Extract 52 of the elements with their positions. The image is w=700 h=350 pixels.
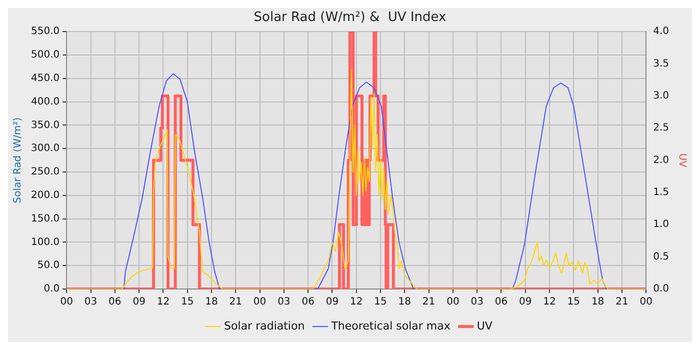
legend-label: Solar radiation: [224, 319, 305, 332]
x-tick-label: 09: [519, 296, 532, 308]
x-tick-label: 06: [302, 296, 314, 308]
x-tick-label: 03: [84, 296, 98, 308]
x-tick-label: 12: [156, 296, 170, 308]
x-tick-label: 12: [543, 296, 556, 308]
y2-tick-label: 2.0: [653, 154, 670, 166]
x-tick-label: 21: [229, 296, 242, 308]
y-tick-label: 200.0: [30, 190, 60, 201]
x-tick-label: 00: [253, 296, 266, 308]
x-tick-label: 18: [398, 296, 412, 308]
x-tick-label: 00: [60, 296, 73, 308]
x-tick-label: 18: [591, 296, 604, 308]
y-tick-label: 350.0: [30, 120, 60, 131]
x-tick-label: 03: [470, 296, 484, 308]
y-tick-label: 250.0: [30, 166, 60, 178]
x-tick-label: 00: [640, 296, 652, 308]
legend-label: Theoretical solar max: [330, 319, 451, 332]
x-tick-label: 15: [567, 296, 580, 308]
y-tick-label: 450.0: [30, 72, 60, 84]
y2-tick-label: 2.5: [653, 122, 670, 134]
y-tick-label: 550.0: [30, 26, 60, 38]
x-tick-label: 06: [108, 296, 122, 308]
y2-tick-label: 3.5: [653, 58, 670, 70]
y-tick-label: 500.0: [30, 50, 60, 61]
y-tick-label: 100.0: [30, 236, 60, 248]
x-tick-label: 12: [350, 296, 363, 308]
x-tick-label: 09: [326, 296, 339, 308]
y-tick-label: 0.0: [44, 284, 60, 295]
y2-tick-label: 0.5: [653, 251, 670, 262]
x-tick-label: 18: [205, 296, 218, 308]
y-tick-label: 50.0: [37, 260, 60, 272]
x-tick-label: 21: [422, 296, 436, 308]
x-tick-label: 06: [494, 296, 508, 308]
y-axis-title: Solar Rad (W/m²): [12, 117, 24, 204]
y2-axis-title: UV: [676, 153, 688, 168]
legend-label: UV: [476, 319, 493, 332]
y-tick-label: 150.0: [30, 213, 60, 224]
y-tick-label: 300.0: [30, 143, 60, 154]
y2-tick-label: 1.0: [653, 219, 670, 230]
chart-title: Solar Rad (W/m²) & UV Index: [254, 10, 447, 26]
x-tick-label: 03: [278, 296, 290, 308]
x-tick-label: 09: [132, 296, 146, 308]
y2-tick-label: 1.5: [653, 187, 670, 198]
x-tick-label: 15: [374, 296, 387, 308]
y2-tick-label: 0.0: [653, 284, 670, 295]
x-tick-label: 00: [446, 296, 460, 308]
y2-tick-label: 3.0: [653, 90, 670, 102]
x-tick-label: 21: [616, 296, 628, 308]
y2-tick-label: 4.0: [653, 26, 670, 38]
x-tick-label: 15: [180, 296, 194, 308]
y-tick-label: 400.0: [30, 96, 60, 108]
